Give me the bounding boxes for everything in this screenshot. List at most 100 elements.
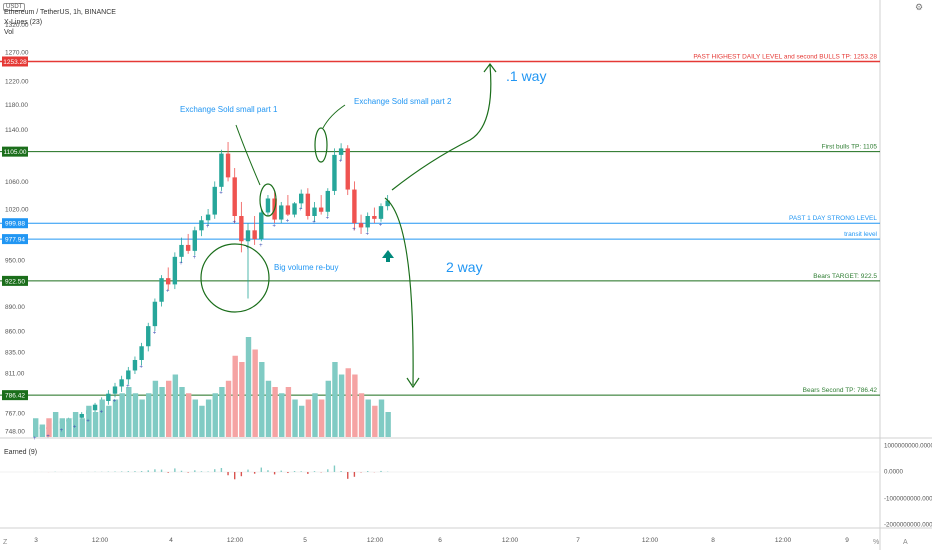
xline-marker: +: [46, 434, 50, 440]
xline-marker: +: [299, 207, 303, 213]
price-tick-label: 748.00: [5, 429, 25, 436]
level-badge: [2, 234, 28, 245]
volume-bar: [172, 374, 179, 437]
volume-bar: [285, 387, 292, 437]
candle-body: [232, 177, 237, 216]
volume-bar: [199, 405, 205, 437]
way2-annotation: 2 way: [446, 259, 483, 275]
exchange2-annotation: Exchange Sold small part 2: [354, 97, 452, 106]
volume-bar: [299, 405, 305, 437]
candle-body: [139, 346, 144, 360]
volume-bar: [318, 399, 325, 437]
candle-body: [92, 404, 98, 411]
price-tick-label: 1140.00: [5, 127, 28, 134]
auto-scale-toggle[interactable]: A: [903, 539, 908, 546]
way2-arrowhead: [406, 377, 420, 389]
xlines-indicator-label[interactable]: X-Lines (23): [4, 19, 43, 26]
candle-body: [146, 326, 151, 347]
way2-arrow: [384, 197, 414, 386]
volume-bar: [378, 399, 385, 437]
candle-body: [332, 154, 337, 191]
time-tick-label: 12:00: [92, 537, 109, 544]
xline-marker: +: [153, 330, 157, 336]
volume-bar: [279, 393, 285, 437]
xline-marker: +: [259, 243, 263, 249]
volume-bar: [338, 374, 345, 437]
gear-icon[interactable]: ⚙: [915, 2, 924, 12]
volume-bar: [132, 393, 139, 437]
candle-body: [372, 215, 377, 219]
candle-body: [325, 190, 330, 212]
candle-body: [106, 393, 111, 402]
way1-arrowhead: [483, 63, 497, 73]
volume-bar: [46, 418, 52, 437]
volume-bar: [385, 412, 391, 437]
volume-bar: [312, 393, 318, 437]
volume-bar: [305, 399, 312, 437]
time-tick-label: 12:00: [367, 537, 384, 544]
volume-indicator-label[interactable]: Vol: [4, 29, 14, 36]
oscillator-label[interactable]: Earned (9): [4, 449, 38, 456]
xline-marker: +: [179, 261, 183, 267]
price-tick-label: 890.00: [5, 304, 25, 311]
xline-marker: +: [193, 255, 197, 261]
level-label: First bulls TP: 1105: [822, 144, 878, 151]
osc-tick-label: 0.0000: [884, 469, 903, 476]
volume-bar: [159, 387, 165, 437]
level-label: transit level: [844, 231, 877, 238]
xline-marker: +: [366, 231, 370, 237]
volume-bar: [92, 412, 99, 437]
candle-body: [239, 215, 244, 242]
currency-badge[interactable]: USDT: [3, 3, 26, 11]
candle-body: [172, 256, 178, 285]
candle-body: [192, 230, 197, 251]
xline-marker: +: [166, 289, 170, 295]
osc-tick-label: 1000000000.0000: [884, 443, 932, 450]
volume-bar: [252, 349, 258, 437]
candle-body: [119, 379, 124, 387]
candle-body: [166, 278, 171, 285]
volume-bar: [152, 380, 159, 437]
candle-body: [112, 386, 118, 394]
candle-body: [279, 205, 284, 220]
price-tick-label: 1320.00: [5, 22, 29, 29]
osc-tick-label: -1000000000.0000: [884, 496, 932, 503]
time-tick-label: 12:00: [642, 537, 659, 544]
volume-bar: [59, 418, 65, 437]
xline-marker: +: [219, 191, 223, 197]
candle-body: [365, 215, 370, 228]
volume-bar: [66, 418, 72, 437]
candle-body: [199, 220, 204, 231]
candle-body: [352, 189, 357, 224]
candle-body: [378, 206, 384, 219]
price-tick-label: 950.00: [5, 257, 25, 264]
level-badge: [2, 275, 28, 286]
sold1-circle: [259, 183, 277, 217]
xlines-dots: + + + + + + + + + + + + + + + + + + + + + + + + + + +: [33, 158, 383, 441]
time-tick-label: 12:00: [227, 537, 244, 544]
oscillator-bars: [34, 465, 389, 480]
xline-marker: +: [33, 436, 37, 442]
candle-body: [292, 203, 297, 215]
volume-bar: [119, 393, 125, 437]
candle-body: [312, 207, 317, 216]
up-arrow-stem: [386, 257, 390, 262]
percent-toggle[interactable]: %: [873, 539, 880, 546]
candle-body: [318, 207, 324, 212]
candle-body: [299, 193, 304, 204]
xline-marker: +: [86, 419, 90, 425]
candle-body: [385, 200, 390, 207]
timezone-toggle[interactable]: Z: [3, 539, 8, 546]
level-badge-text: 977.94: [5, 237, 25, 244]
candle-body: [126, 370, 131, 380]
volume-bar: [99, 399, 105, 437]
xline-marker: +: [60, 428, 64, 434]
volume-bar: [86, 405, 92, 437]
volume-bar: [245, 337, 252, 437]
volume-bar: [232, 355, 238, 437]
xline-marker: +: [246, 245, 250, 251]
osc-tick-label: -2000000000.0000: [884, 522, 932, 529]
